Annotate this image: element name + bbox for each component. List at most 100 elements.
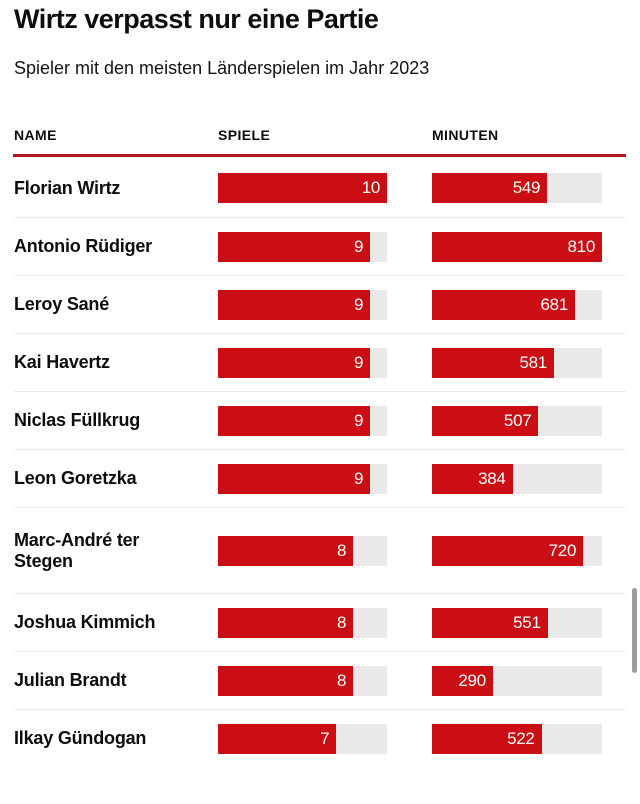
minuten-cell: 290 [432,665,602,696]
minuten-cell: 507 [432,405,602,436]
table-row: Joshua Kimmich 8 551 [14,593,626,651]
spiele-value: 9 [353,294,364,314]
spiele-bar: 9 [218,405,371,436]
table-row: Leon Goretzka 9 384 [14,449,626,507]
spiele-bar: 8 [218,665,354,696]
spiele-bar-track: 9 [218,231,387,262]
spiele-bar: 9 [218,289,371,320]
spiele-cell: 7 [218,723,432,754]
minuten-value: 549 [512,178,541,197]
header-rule [13,154,626,157]
column-header-minuten: MINUTEN [432,127,499,143]
spiele-cell: 9 [218,347,432,378]
spiele-bar: 9 [218,231,371,262]
minuten-bar-track: 522 [432,723,602,754]
spiele-value: 10 [361,178,381,197]
spiele-cell: 8 [218,535,432,566]
minuten-value: 551 [513,612,541,632]
minuten-cell: 549 [432,173,602,203]
minuten-bar: 551 [432,607,548,638]
minuten-value: 522 [507,728,535,748]
player-name: Joshua Kimmich [14,612,156,632]
spiele-bar: 10 [218,173,387,203]
spiele-bar: 8 [218,607,354,638]
table-row: Niclas Füllkrug 9 507 [14,391,626,449]
minuten-bar-track: 810 [432,231,602,262]
player-name: Julian Brandt [14,670,127,690]
player-name: Ilkay Gündogan [14,728,147,748]
spiele-value: 9 [353,236,364,256]
minuten-bar: 549 [432,173,548,203]
spiele-value: 8 [337,540,347,560]
spiele-bar-track: 9 [218,289,387,320]
minuten-cell: 810 [432,231,602,262]
minuten-bar-track: 384 [432,463,602,494]
player-name: Kai Havertz [14,352,110,372]
player-name: Antonio Rüdiger [14,236,152,256]
column-header-spiele: SPIELE [218,127,271,143]
player-name: Marc-André ter Stegen [14,529,140,571]
spiele-bar: 9 [218,463,371,494]
page-subtitle: Spieler mit den meisten Länderspielen im… [14,58,430,78]
minuten-value: 581 [519,352,547,372]
spiele-bar-track: 9 [218,463,387,494]
page-title: Wirtz verpasst nur eine Partie [14,4,379,34]
minuten-bar-track: 681 [432,289,602,320]
minuten-bar: 290 [432,665,493,696]
spiele-bar-track: 8 [218,607,387,638]
minuten-value: 384 [478,468,506,488]
minuten-cell: 384 [432,463,602,494]
table-row: Antonio Rüdiger 9 810 [14,217,626,275]
spiele-bar-track: 9 [218,405,387,436]
spiele-bar: 7 [218,723,337,754]
player-name: Florian Wirtz [14,177,121,198]
spiele-bar-track: 8 [218,665,387,696]
minuten-bar-track: 549 [432,173,602,203]
table-row: Marc-André ter Stegen 8 720 [14,507,626,593]
spiele-value: 8 [337,670,347,690]
column-header-name: NAME [14,127,57,143]
spiele-bar-track: 9 [218,347,387,378]
minuten-bar-track: 581 [432,347,602,378]
minuten-cell: 551 [432,607,602,638]
minuten-bar-track: 720 [432,535,602,566]
player-name: Leroy Sané [14,294,110,314]
table-row: Leroy Sané 9 681 [14,275,626,333]
minuten-bar: 681 [432,289,575,320]
spiele-value: 9 [353,352,364,372]
minuten-cell: 522 [432,723,602,754]
minuten-value: 810 [567,236,596,256]
spiele-bar: 8 [218,535,354,566]
spiele-value: 8 [337,612,347,632]
minuten-bar: 507 [432,405,539,436]
table-row: Julian Brandt 8 290 [14,651,626,709]
table-header: NAME SPIELE MINUTEN [14,127,640,143]
spiele-value: 7 [320,728,330,748]
minuten-bar: 384 [432,463,513,494]
minuten-bar: 810 [432,231,602,262]
spiele-bar-track: 8 [218,535,387,566]
spiele-cell: 8 [218,607,432,638]
spiele-cell: 9 [218,463,432,494]
table-row: Kai Havertz 9 581 [14,333,626,391]
minuten-bar-track: 551 [432,607,602,638]
minuten-cell: 720 [432,535,602,566]
spiele-cell: 9 [218,405,432,436]
spiele-value: 9 [353,410,364,430]
table-rows: Florian Wirtz 10 549 Antonio Rüdiger 9 810 Ler… [14,159,626,767]
minuten-value: 720 [548,540,577,560]
table-row: Ilkay Gündogan 7 522 [14,709,626,767]
spiele-cell: 9 [218,231,432,262]
scrollbar-thumb[interactable] [632,588,637,673]
minuten-bar: 581 [432,347,554,378]
player-name: Leon Goretzka [14,468,137,488]
minuten-value: 681 [540,294,568,314]
minuten-bar-track: 507 [432,405,602,436]
table-row: Florian Wirtz 10 549 [14,159,626,217]
spiele-bar: 9 [218,347,371,378]
minuten-cell: 681 [432,289,602,320]
player-name: Niclas Füllkrug [14,410,141,430]
spiele-bar-track: 7 [218,723,387,754]
minuten-value: 290 [458,670,486,690]
